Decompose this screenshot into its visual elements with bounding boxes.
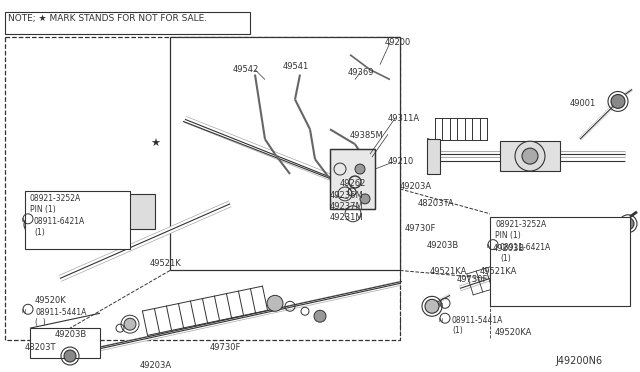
- Text: 48203T: 48203T: [25, 343, 56, 352]
- Polygon shape: [500, 141, 560, 171]
- Circle shape: [355, 164, 365, 174]
- Text: N: N: [439, 303, 443, 308]
- Bar: [5, 37, 400, 340]
- Text: N: N: [22, 309, 26, 314]
- Circle shape: [64, 350, 76, 362]
- Text: (1): (1): [34, 228, 45, 237]
- Circle shape: [26, 219, 38, 231]
- Text: 49203A: 49203A: [140, 361, 172, 370]
- Circle shape: [522, 148, 538, 164]
- Text: N: N: [22, 218, 26, 223]
- Text: 48203TA: 48203TA: [418, 199, 454, 208]
- Text: 49200: 49200: [385, 38, 412, 47]
- Text: 49385M: 49385M: [349, 131, 383, 140]
- Bar: [170, 37, 400, 270]
- Polygon shape: [330, 149, 375, 209]
- Text: 08911-5441A: 08911-5441A: [35, 308, 86, 317]
- Text: ★: ★: [150, 139, 160, 149]
- Text: 49001: 49001: [570, 99, 596, 109]
- Bar: [490, 217, 630, 306]
- Text: 08911-6421A: 08911-6421A: [34, 217, 85, 226]
- Text: 49521KA: 49521KA: [480, 266, 517, 276]
- Text: PIN (1): PIN (1): [30, 205, 56, 214]
- Text: 49542: 49542: [233, 65, 259, 74]
- Text: J49200N6: J49200N6: [555, 356, 602, 366]
- Text: N: N: [439, 318, 443, 323]
- Text: 49210: 49210: [388, 157, 414, 166]
- Circle shape: [557, 247, 573, 263]
- Circle shape: [314, 310, 326, 322]
- Text: 49236M: 49236M: [330, 191, 364, 200]
- Circle shape: [124, 318, 136, 330]
- Text: 49203B: 49203B: [493, 244, 525, 253]
- Circle shape: [611, 94, 625, 108]
- Polygon shape: [427, 139, 440, 174]
- Text: 49203B: 49203B: [55, 330, 87, 339]
- Text: 49730F: 49730F: [456, 275, 488, 285]
- Text: (1): (1): [452, 326, 463, 335]
- Text: 49521K: 49521K: [150, 259, 182, 267]
- Circle shape: [360, 194, 370, 204]
- Circle shape: [515, 141, 545, 171]
- Text: N: N: [487, 244, 491, 249]
- Text: 08921-3252A: 08921-3252A: [495, 220, 547, 229]
- Bar: [25, 191, 130, 248]
- Text: NOTE; ★ MARK STANDS FOR NOT FOR SALE.: NOTE; ★ MARK STANDS FOR NOT FOR SALE.: [8, 14, 207, 23]
- Text: (  ): ( ): [35, 318, 45, 327]
- Circle shape: [583, 240, 597, 254]
- Text: (1): (1): [500, 254, 511, 263]
- Text: 49369: 49369: [348, 68, 374, 77]
- Text: 08911-6421A: 08911-6421A: [500, 243, 551, 251]
- Text: 49203B: 49203B: [427, 241, 460, 250]
- Text: 49730F: 49730F: [405, 224, 436, 233]
- Circle shape: [622, 218, 634, 230]
- Text: 49262: 49262: [340, 179, 366, 188]
- Text: 49203A: 49203A: [400, 182, 432, 191]
- Text: 49730F: 49730F: [210, 343, 241, 352]
- Text: PIN (1): PIN (1): [495, 231, 521, 240]
- Text: 49521KA: 49521KA: [430, 266, 467, 276]
- Bar: [5, 12, 250, 34]
- Circle shape: [425, 299, 439, 313]
- Text: 49541: 49541: [283, 62, 309, 71]
- Text: 49520KA: 49520KA: [495, 328, 532, 337]
- Polygon shape: [100, 194, 155, 229]
- Text: 49520K: 49520K: [35, 296, 67, 305]
- Text: 08911-5441A: 08911-5441A: [452, 316, 504, 325]
- Text: 49311A: 49311A: [388, 114, 420, 124]
- Bar: [30, 328, 100, 358]
- Text: 49237M: 49237M: [330, 202, 364, 211]
- Text: 08921-3252A: 08921-3252A: [30, 194, 81, 203]
- Text: 49231M: 49231M: [330, 213, 364, 222]
- Circle shape: [267, 295, 283, 311]
